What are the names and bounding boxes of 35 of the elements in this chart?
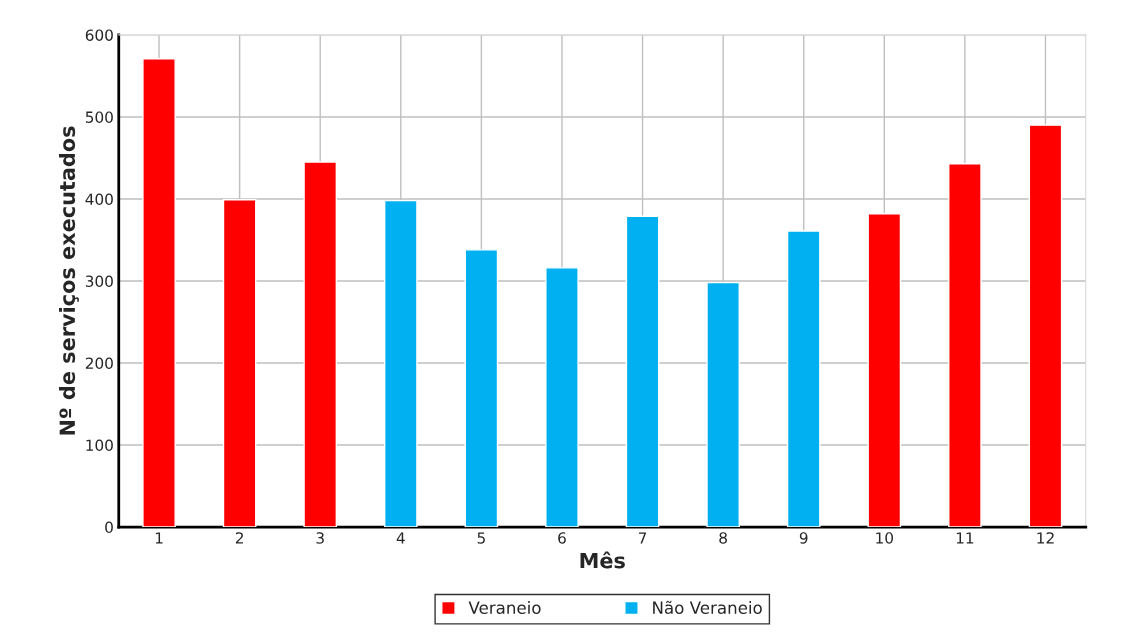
x-tick-label: 7 bbox=[638, 532, 647, 544]
x-tick-label: 4 bbox=[396, 532, 405, 544]
bar bbox=[867, 213, 902, 528]
y-axis-title: Nº de serviços executados bbox=[59, 126, 79, 435]
x-tick-label: 12 bbox=[1037, 532, 1054, 544]
x-tick-label: 11 bbox=[956, 532, 974, 544]
bar bbox=[948, 163, 982, 528]
y-tick-label: 300 bbox=[85, 275, 113, 288]
x-tick-label: 3 bbox=[316, 532, 324, 544]
bar bbox=[1028, 124, 1063, 528]
bar bbox=[464, 249, 499, 528]
bar bbox=[786, 230, 821, 528]
legend-label: Não Veraneio bbox=[653, 600, 762, 615]
y-tick-label: 100 bbox=[86, 439, 113, 452]
y-tick-label: 400 bbox=[85, 193, 113, 205]
y-tick-label: 600 bbox=[85, 29, 113, 41]
y-tick-label: 0 bbox=[105, 521, 113, 534]
x-tick-label: 2 bbox=[235, 532, 243, 544]
bar bbox=[303, 161, 338, 528]
x-tick-label: 1 bbox=[155, 532, 163, 544]
y-tick-label: 500 bbox=[85, 111, 113, 123]
bar bbox=[142, 58, 176, 528]
x-tick-label: 8 bbox=[719, 532, 727, 544]
x-tick-label: 6 bbox=[558, 532, 566, 544]
bar bbox=[706, 281, 740, 528]
legend-label: Veraneio bbox=[468, 601, 541, 615]
x-axis-title: Mês bbox=[580, 551, 625, 569]
bar bbox=[383, 199, 418, 528]
x-tick-label: 9 bbox=[799, 532, 808, 544]
bar bbox=[545, 267, 579, 528]
x-tick-label: 10 bbox=[876, 532, 894, 544]
x-tick-label: 5 bbox=[477, 532, 485, 544]
y-tick-label: 200 bbox=[85, 357, 113, 370]
bar bbox=[625, 215, 660, 528]
bar bbox=[222, 199, 257, 528]
